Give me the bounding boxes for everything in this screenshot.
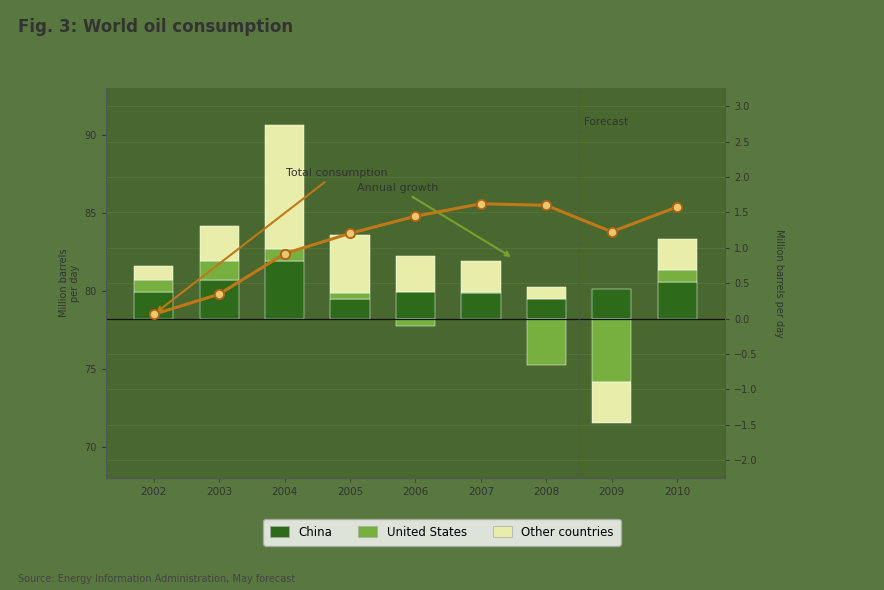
Bar: [658, 270, 697, 282]
Bar: [134, 280, 173, 291]
Bar: [592, 382, 631, 424]
Bar: [331, 235, 370, 293]
Bar: [331, 299, 370, 319]
Bar: [200, 261, 239, 280]
Bar: [592, 319, 631, 382]
Bar: [396, 256, 435, 291]
Point: [474, 199, 488, 208]
Bar: [265, 125, 304, 249]
Text: Forecast: Forecast: [584, 117, 629, 127]
Text: Fig. 3: World oil consumption: Fig. 3: World oil consumption: [18, 18, 293, 36]
Bar: [396, 291, 435, 319]
Bar: [461, 261, 500, 291]
Point: [343, 229, 357, 238]
Text: Source: Energy Information Administration, May forecast: Source: Energy Information Administratio…: [18, 574, 295, 584]
Bar: [396, 319, 435, 326]
Point: [408, 211, 423, 221]
Point: [539, 201, 553, 210]
Text: Total consumption: Total consumption: [158, 168, 388, 312]
Bar: [592, 289, 631, 319]
Bar: [461, 291, 500, 293]
Bar: [658, 282, 697, 319]
Bar: [527, 299, 566, 319]
Bar: [265, 261, 304, 319]
Bar: [527, 319, 566, 365]
Bar: [527, 287, 566, 299]
Bar: [134, 266, 173, 280]
Bar: [658, 240, 697, 270]
Y-axis label: Million barrels
per day: Million barrels per day: [58, 249, 80, 317]
Point: [670, 202, 684, 212]
Point: [278, 249, 292, 258]
Bar: [265, 249, 304, 261]
Legend: China, United States, Other countries: China, United States, Other countries: [263, 519, 621, 546]
Point: [212, 289, 226, 299]
Bar: [200, 280, 239, 319]
Bar: [461, 293, 500, 319]
Point: [605, 227, 619, 237]
Bar: [331, 293, 370, 299]
Y-axis label: Million barrels per day: Million barrels per day: [774, 229, 784, 337]
Point: [147, 310, 161, 319]
Bar: [134, 291, 173, 319]
Bar: [200, 226, 239, 261]
Text: Annual growth: Annual growth: [356, 183, 509, 255]
